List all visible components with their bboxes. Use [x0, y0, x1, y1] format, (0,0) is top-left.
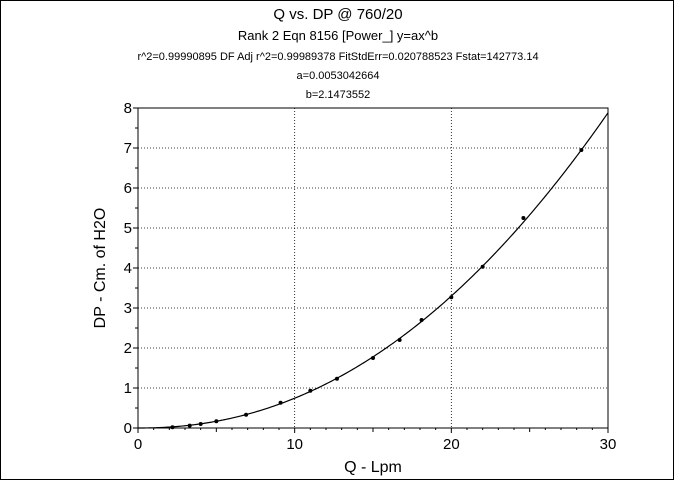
fit-curve: [138, 112, 609, 429]
y-tick-label: 8: [124, 100, 132, 117]
tick-labels: 0 10 20 30 0 1 2 3 4 5 6 7 8: [124, 100, 617, 453]
chart-title: Q vs. DP @ 760/20: [273, 6, 403, 23]
data-point: [170, 425, 175, 430]
y-tick-label: 3: [124, 300, 132, 317]
x-tick-label: 0: [134, 436, 142, 453]
y-tick-label: 2: [124, 340, 132, 357]
data-point: [397, 338, 402, 342]
chart-subtitle-param-a: a=0.0053042664: [296, 70, 380, 82]
data-point: [187, 423, 192, 428]
y-tick-label: 1: [124, 380, 132, 397]
data-point: [278, 400, 283, 405]
y-tick-label: 5: [124, 220, 132, 237]
x-tick-label: 30: [600, 436, 617, 453]
y-tick-label: 4: [124, 260, 132, 277]
x-tick-label: 20: [443, 436, 460, 453]
data-point: [480, 264, 485, 269]
data-point: [449, 295, 454, 300]
chart-subtitle-stats: r^2=0.99990895 DF Adj r^2=0.99989378 Fit…: [137, 51, 539, 63]
x-tick-label: 10: [286, 436, 303, 453]
data-point: [521, 216, 526, 220]
data-point: [371, 356, 375, 360]
data-point: [214, 419, 219, 424]
chart-subtitle-equation: Rank 2 Eqn 8156 [Power_] y=ax^b: [237, 28, 439, 43]
data-point: [244, 412, 249, 417]
x-axis-label: Q - Lpm: [344, 459, 402, 476]
y-axis-label: DP - Cm. of H2O: [92, 208, 109, 329]
data-point: [308, 388, 313, 393]
y-tick-label: 0: [124, 420, 132, 437]
y-tick-label: 7: [124, 140, 132, 157]
data-point: [579, 148, 584, 152]
data-point: [198, 422, 203, 426]
grid-lines: [138, 108, 608, 428]
y-tick-label: 6: [124, 180, 132, 197]
data-point: [419, 318, 424, 322]
chart-subtitle-param-b: b=2.1473552: [305, 89, 371, 101]
data-point: [334, 376, 339, 381]
tick-marks: [133, 107, 609, 433]
data-points: [170, 148, 584, 430]
